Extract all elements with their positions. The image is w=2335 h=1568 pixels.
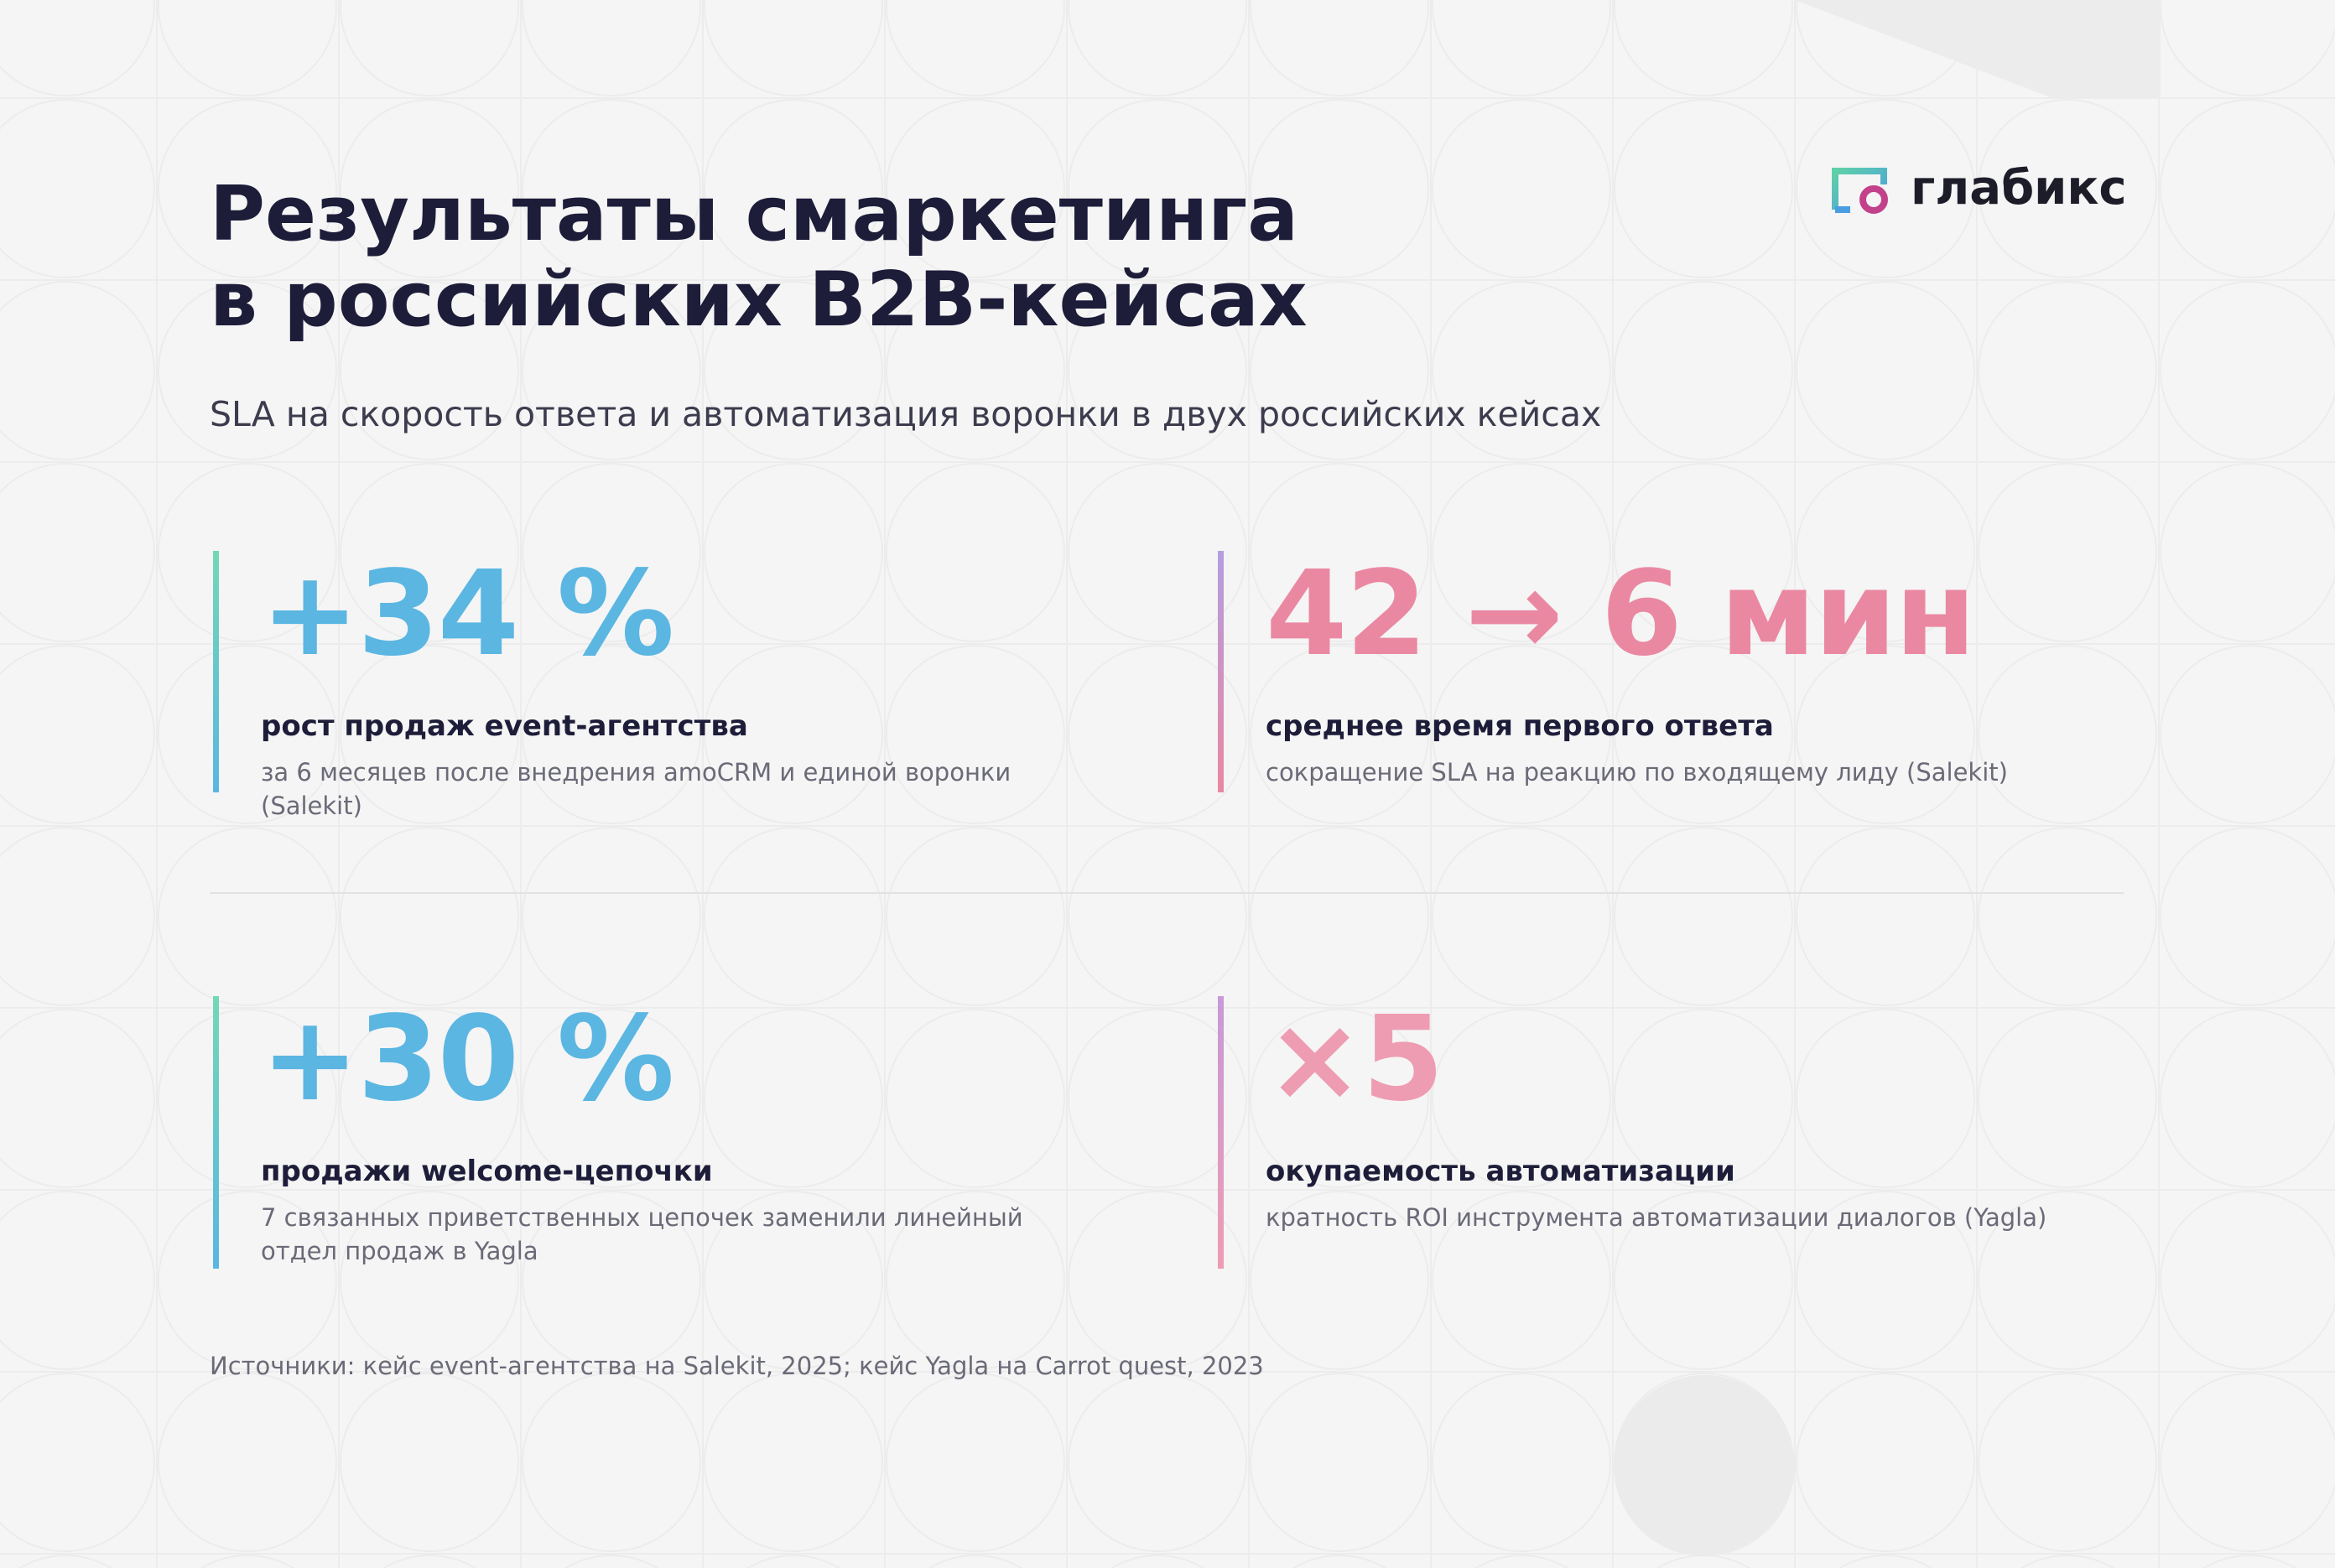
divider	[210, 892, 2124, 894]
accent-bar	[1218, 996, 1224, 1269]
stat-description: 7 связанных приветственных цепочек замен…	[261, 1203, 1023, 1265]
logo-text: глабикс	[1911, 161, 2127, 215]
stat-description: сокращение SLA на реакцию по входящему л…	[1266, 758, 2008, 787]
stat-value: +34 %	[261, 546, 674, 683]
title: Результаты смаркетинга в российских B2B-…	[210, 172, 1308, 343]
subtitle: SLA на скорость ответа и автоматизация в…	[210, 394, 1602, 434]
stat-label: среднее время первого ответа	[1266, 709, 1774, 743]
title-line: Результаты смаркетинга	[210, 170, 1298, 258]
stat-description: кратность ROI инструмента автоматизации …	[1266, 1203, 2047, 1232]
source: Источники: кейс event-агентства на Salek…	[210, 1352, 1264, 1380]
stat-label: продажи welcome-цепочки	[261, 1155, 713, 1188]
stat-label: рост продаж event-агентства	[261, 709, 748, 743]
title-line: в российских B2B-кейсах	[210, 256, 1308, 344]
stat-label: окупаемость автоматизации	[1266, 1155, 1735, 1188]
stat-description: за 6 месяцев после внедрения amoCRM и ед…	[261, 758, 1011, 820]
accent-bar	[213, 996, 219, 1269]
stat-value: +30 %	[261, 991, 674, 1128]
stat-value: ×5	[1266, 991, 1444, 1128]
accent-bar	[213, 551, 219, 792]
stat-value: 42 → 6 мин	[1266, 546, 1976, 683]
logo-icon	[1832, 168, 1888, 214]
accent-bar	[1218, 551, 1224, 792]
